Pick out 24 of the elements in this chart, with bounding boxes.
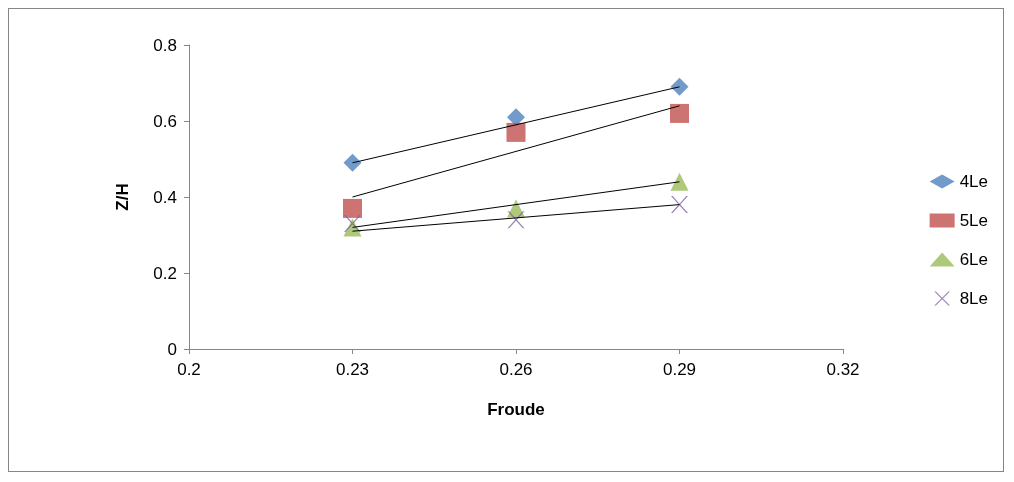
point (670, 172, 689, 191)
legend-label: 6Le (959, 250, 989, 269)
x-tick-label: 0.23 (335, 360, 370, 379)
point (506, 122, 526, 142)
point (671, 196, 688, 214)
x-tick-label: 0.29 (662, 360, 697, 379)
y-tick-label: 0.8 (153, 35, 177, 55)
y-tick-label: 0.6 (153, 111, 177, 131)
point (344, 215, 361, 233)
x-tick-label: 0.32 (826, 360, 860, 379)
y-tick-label: 0.4 (153, 187, 177, 207)
point (670, 103, 689, 123)
y-tick-label: 0 (167, 339, 177, 359)
legend-label: 4Le (959, 172, 989, 191)
x-tick-label: 0.26 (499, 360, 533, 379)
point (343, 198, 362, 218)
x-axis-title: Froude (487, 400, 545, 419)
point (670, 77, 689, 96)
y-tick-label: 0.2 (153, 263, 177, 283)
legend-label: 8Le (959, 289, 989, 308)
legend-label: 5Le (959, 211, 989, 230)
y-axis-title: Z/H (113, 183, 132, 211)
point (343, 153, 362, 172)
x-tick-label: 0.2 (177, 360, 201, 379)
